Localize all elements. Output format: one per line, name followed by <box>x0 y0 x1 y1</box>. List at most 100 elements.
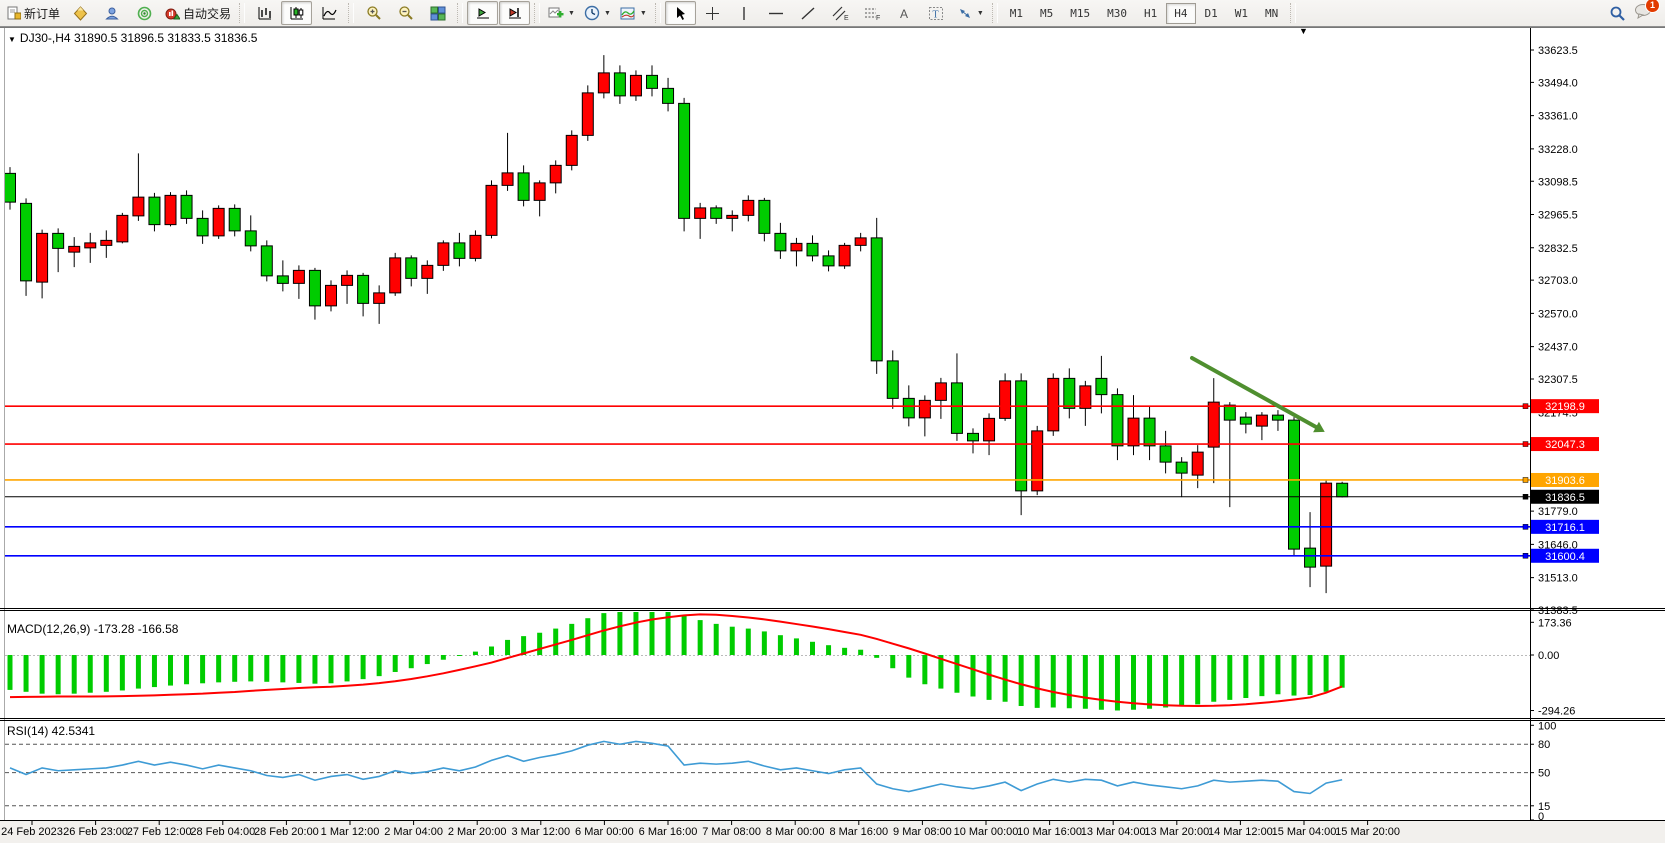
svg-text:32832.5: 32832.5 <box>1538 243 1578 255</box>
svg-text:-294.26: -294.26 <box>1538 706 1575 718</box>
svg-text:80: 80 <box>1538 739 1550 751</box>
bar-chart-button[interactable] <box>249 1 280 25</box>
svg-text:100: 100 <box>1538 720 1556 732</box>
macd-label: MACD(12,26,9) -173.28 -166.58 <box>7 622 179 636</box>
svg-text:33361.0: 33361.0 <box>1538 111 1578 123</box>
svg-text:2 Mar 04:00: 2 Mar 04:00 <box>384 826 443 838</box>
svg-text:27 Feb 12:00: 27 Feb 12:00 <box>127 826 192 838</box>
svg-text:14 Mar 12:00: 14 Mar 12:00 <box>1208 826 1273 838</box>
signal-button[interactable] <box>129 1 160 25</box>
shift-end-button[interactable] <box>499 1 531 25</box>
text-button[interactable]: A <box>889 1 920 25</box>
svg-text:31383.5: 31383.5 <box>1538 605 1578 617</box>
tf-h4[interactable]: H4 <box>1166 2 1196 24</box>
svg-text:6 Mar 16:00: 6 Mar 16:00 <box>639 826 698 838</box>
fibonacci-icon: F <box>864 8 880 21</box>
svg-text:7 Mar 08:00: 7 Mar 08:00 <box>702 826 761 838</box>
auto-trading-button[interactable]: 自动交易 <box>161 1 235 25</box>
auto-trading-label: 自动交易 <box>183 6 232 21</box>
signal-icon <box>137 6 152 20</box>
template-button[interactable]: ▼ <box>616 1 651 25</box>
svg-text:50: 50 <box>1538 768 1550 780</box>
rsi-label: RSI(14) 42.5341 <box>7 724 96 738</box>
crosshair-button[interactable] <box>697 1 728 25</box>
horizontal-line-icon <box>769 12 784 14</box>
zoom-in-button[interactable] <box>358 1 389 25</box>
add-indicator-button[interactable]: ▼ <box>544 1 579 25</box>
fibonacci-button[interactable]: F <box>857 1 888 25</box>
svg-text:31836.5: 31836.5 <box>1545 492 1585 504</box>
equidistant-channel-button[interactable]: E <box>825 1 856 25</box>
chevron-down-icon: ▼ <box>568 9 575 17</box>
svg-text:32307.5: 32307.5 <box>1538 374 1578 386</box>
svg-text:0: 0 <box>1538 811 1544 823</box>
horizontal-line-button[interactable] <box>761 1 792 25</box>
toolbar-separator <box>534 3 541 23</box>
bar-chart-icon <box>258 6 271 19</box>
tf-h1[interactable]: H1 <box>1144 6 1158 20</box>
search-icon[interactable] <box>1609 5 1626 22</box>
chat-button[interactable]: 1 <box>1634 0 1660 24</box>
candlestick-chart-icon <box>290 6 303 19</box>
new-order-icon <box>7 6 21 20</box>
add-indicator-icon <box>548 7 564 17</box>
svg-text:15 Mar 20:00: 15 Mar 20:00 <box>1335 826 1400 838</box>
new-order-button[interactable]: 新订单 <box>3 1 64 25</box>
line-chart-button[interactable] <box>313 1 344 25</box>
new-order-label: 新订单 <box>24 6 61 21</box>
svg-text:1 Mar 12:00: 1 Mar 12:00 <box>321 826 380 838</box>
svg-text:3 Mar 12:00: 3 Mar 12:00 <box>511 826 570 838</box>
svg-text:28 Feb 20:00: 28 Feb 20:00 <box>254 826 319 838</box>
candlestick-chart-button[interactable] <box>281 1 313 25</box>
toolbar-separator <box>1290 3 1297 23</box>
tf-m5[interactable]: M5 <box>1040 6 1054 20</box>
svg-text:10 Mar 00:00: 10 Mar 00:00 <box>954 826 1019 838</box>
tf-mn[interactable]: MN <box>1265 6 1279 20</box>
tf-w1[interactable]: W1 <box>1234 6 1249 20</box>
svg-text:173.36: 173.36 <box>1538 617 1572 629</box>
svg-text:10 Mar 16:00: 10 Mar 16:00 <box>1017 826 1082 838</box>
tf-m15[interactable]: M15 <box>1070 6 1091 20</box>
svg-text:28 Feb 04:00: 28 Feb 04:00 <box>190 826 255 838</box>
svg-text:32965.5: 32965.5 <box>1538 210 1578 222</box>
zoom-out-button[interactable] <box>390 1 421 25</box>
period-button[interactable]: ▼ <box>580 1 615 25</box>
tile-windows-icon <box>430 6 446 20</box>
text-label-icon: T <box>929 6 944 20</box>
svg-text:31513.0: 31513.0 <box>1538 573 1578 585</box>
tile-windows-button[interactable] <box>422 1 453 25</box>
chart-title: DJ30-,H4 31890.5 31896.5 31833.5 31836.5 <box>19 31 258 45</box>
svg-text:31903.6: 31903.6 <box>1545 475 1585 487</box>
svg-text:33623.5: 33623.5 <box>1538 45 1578 57</box>
svg-text:15: 15 <box>1538 801 1550 813</box>
period-icon <box>584 5 600 21</box>
profile-button[interactable] <box>97 1 128 25</box>
tf-m30[interactable]: M30 <box>1107 6 1128 20</box>
auto-scroll-icon <box>476 7 489 18</box>
arrows-button[interactable]: ▼ <box>953 1 988 25</box>
toolbar-right-icons: 1 <box>1609 0 1662 24</box>
svg-text:32437.0: 32437.0 <box>1538 342 1578 354</box>
svg-text:13 Mar 04:00: 13 Mar 04:00 <box>1081 826 1146 838</box>
vertical-line-button[interactable] <box>729 1 760 25</box>
zoom-in-icon <box>366 6 381 20</box>
scroll-end-marker-icon[interactable]: ▼ <box>1299 26 1308 36</box>
tf-m1[interactable]: M1 <box>1009 6 1024 20</box>
text-label-button[interactable]: T <box>921 1 952 25</box>
main-toolbar: 新订单 自动交易 ▼ ▼ <box>0 0 1665 27</box>
svg-text:A: A <box>900 7 908 21</box>
svg-text:24 Feb 2023: 24 Feb 2023 <box>1 826 63 838</box>
tf-d1[interactable]: D1 <box>1204 6 1218 20</box>
trendline-button[interactable] <box>793 1 824 25</box>
svg-text:32570.0: 32570.0 <box>1538 308 1578 320</box>
gold-gem-icon <box>73 5 88 21</box>
svg-text:6 Mar 00:00: 6 Mar 00:00 <box>575 826 634 838</box>
toolbar-separator <box>239 3 246 23</box>
svg-text:32703.0: 32703.0 <box>1538 275 1578 287</box>
gold-gem-button[interactable] <box>65 1 96 25</box>
collapse-triangle-icon[interactable]: ▼ <box>8 35 16 44</box>
svg-text:26 Feb 23:00: 26 Feb 23:00 <box>63 826 128 838</box>
cursor-button[interactable] <box>664 1 696 25</box>
auto-scroll-button[interactable] <box>467 1 499 25</box>
